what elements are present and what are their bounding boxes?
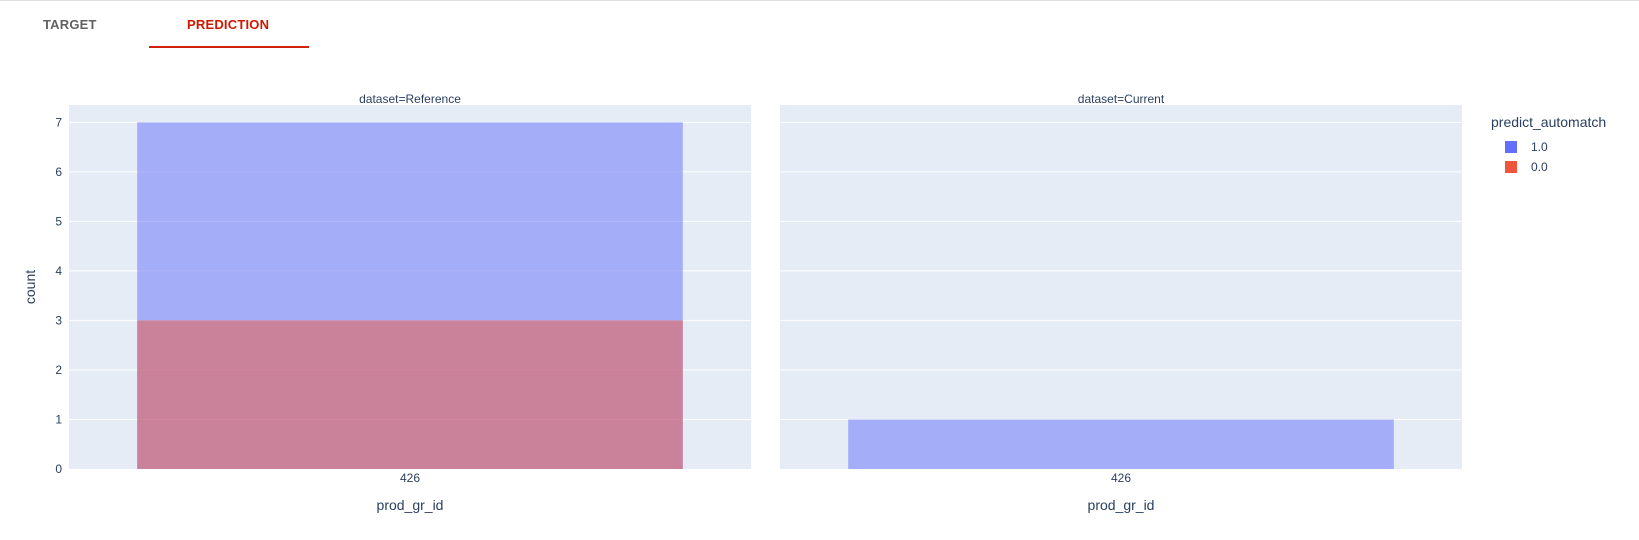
y-tick-label: 6	[55, 165, 62, 179]
bar-series-1-0	[848, 419, 1394, 469]
y-tick-label: 1	[55, 412, 62, 426]
x-axis-label: prod_gr_id	[1088, 497, 1155, 513]
y-tick-label: 3	[55, 313, 62, 327]
tab-prediction[interactable]: PREDICTION	[187, 17, 270, 32]
y-tick-label: 5	[55, 214, 62, 228]
y-tick-label: 2	[55, 363, 62, 377]
tab-target[interactable]: TARGET	[43, 17, 97, 32]
bar-series-0-0	[137, 320, 683, 469]
y-tick-label: 0	[55, 462, 62, 476]
active-tab-indicator	[149, 46, 309, 48]
top-border	[0, 0, 1639, 1]
plot-area-current	[780, 105, 1462, 469]
legend-title: predict_automatch	[1491, 114, 1606, 130]
x-tick-label: 426	[1111, 471, 1131, 485]
legend-label-1-0: 1.0	[1531, 140, 1548, 154]
facet-title: dataset=Current	[1078, 92, 1165, 106]
y-tick-label: 7	[55, 115, 62, 129]
y-tick-label: 4	[55, 264, 62, 278]
y-axis-label: count	[22, 270, 38, 304]
legend-swatch-0-0	[1505, 161, 1517, 173]
x-tick-label: 426	[400, 471, 420, 485]
x-axis-label: prod_gr_id	[377, 497, 444, 513]
legend-label-0-0: 0.0	[1531, 160, 1548, 174]
facet-title: dataset=Reference	[359, 92, 461, 106]
legend-swatch-1-0	[1505, 141, 1517, 153]
